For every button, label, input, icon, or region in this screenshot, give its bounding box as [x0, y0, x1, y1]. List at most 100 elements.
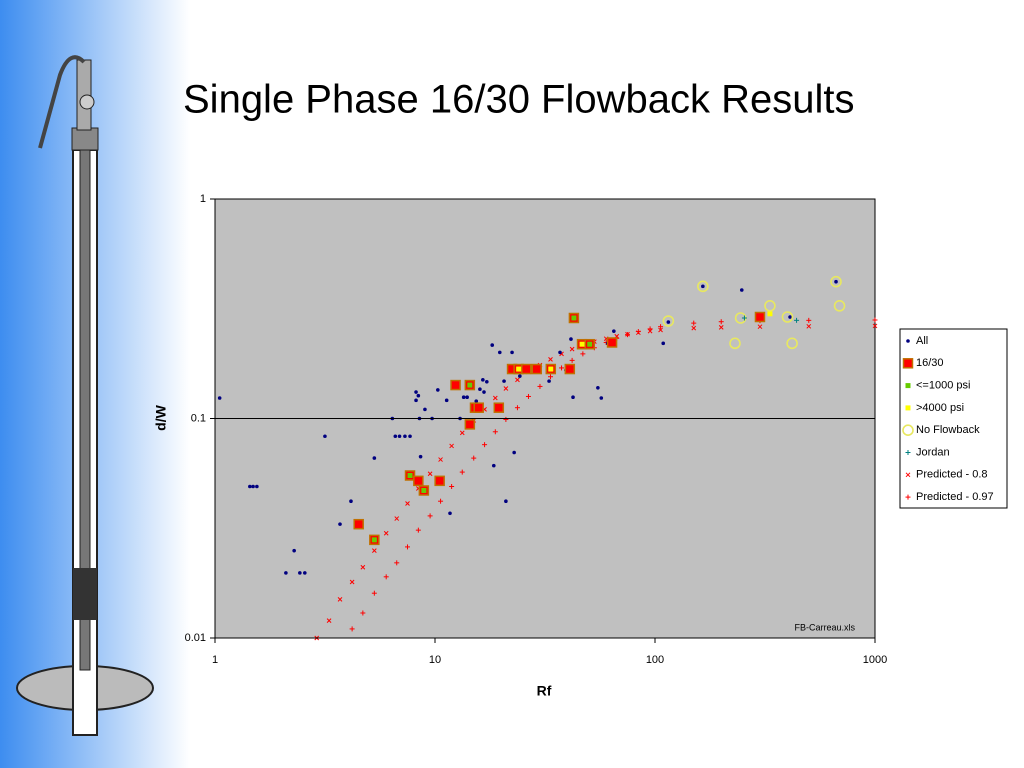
point: [741, 315, 747, 321]
point: [444, 398, 449, 403]
point: [512, 450, 516, 455]
point: [516, 366, 522, 372]
legend-label: >4000 psi: [916, 402, 964, 414]
point-part: [485, 379, 489, 384]
point: [830, 275, 842, 288]
legend-box: [899, 328, 1008, 509]
point-part: [599, 396, 604, 400]
wellbore-graphic: [16, 55, 154, 736]
point: [757, 324, 763, 330]
point-part: [502, 379, 506, 383]
point: [407, 472, 413, 478]
point: [383, 530, 389, 536]
point: [464, 419, 476, 430]
point: [414, 398, 418, 403]
point-part: [503, 386, 509, 391]
point: [284, 571, 288, 575]
point: [718, 325, 724, 330]
legend-swatch-part: [905, 472, 911, 478]
point: [418, 454, 423, 459]
legend-label: 16/30: [916, 357, 944, 369]
point: [408, 434, 412, 439]
point-part: [465, 395, 469, 400]
point: [217, 396, 222, 400]
point: [459, 469, 465, 475]
point: [326, 618, 332, 623]
legend-label: <=1000 psi: [916, 380, 970, 392]
point: [580, 351, 586, 357]
point-part: [531, 363, 542, 375]
point-part: [492, 395, 498, 401]
point: [806, 323, 812, 329]
legend-label: No Flowback: [916, 424, 980, 436]
x-axis-label: Rf: [537, 683, 552, 699]
point: [739, 288, 744, 292]
point: [349, 626, 355, 632]
point-part: [248, 484, 252, 489]
point: [436, 388, 440, 392]
point-part: [255, 484, 259, 489]
point: [427, 513, 433, 519]
point: [569, 337, 573, 341]
point-part: [416, 393, 421, 398]
point: [303, 571, 307, 575]
point-part: [564, 363, 576, 375]
point-part: [394, 516, 400, 521]
point-part: [504, 499, 508, 503]
point: [502, 379, 506, 383]
point: [338, 522, 342, 526]
point: [521, 363, 532, 375]
point-part: [407, 472, 413, 478]
point: [872, 323, 878, 329]
point: [403, 434, 407, 439]
point: [525, 393, 531, 399]
point: [416, 393, 421, 398]
point: [465, 395, 469, 400]
point: [371, 537, 377, 543]
point-part: [571, 315, 577, 321]
point: [371, 548, 377, 554]
point-part: [481, 378, 485, 382]
point: [548, 366, 554, 372]
point-part: [349, 579, 355, 585]
point-part: [298, 571, 302, 575]
point-part: [405, 501, 410, 506]
point: [504, 499, 508, 503]
legend-swatch: [906, 339, 910, 343]
point-part: [323, 434, 327, 439]
point: [482, 390, 486, 394]
point: [503, 386, 509, 391]
point: [625, 332, 631, 338]
point-part: [658, 327, 663, 333]
point: [349, 499, 353, 503]
point: [393, 434, 398, 439]
legend-label: Predicted - 0.97: [916, 491, 994, 503]
point: [414, 390, 418, 394]
point: [606, 337, 618, 348]
point-part: [512, 450, 516, 455]
legend-swatch-part: [906, 339, 910, 343]
point-part: [558, 350, 562, 355]
point-part: [438, 457, 443, 462]
point-part: [547, 379, 551, 383]
point: [383, 574, 389, 580]
point: [559, 365, 565, 371]
point-part: [418, 454, 423, 459]
point: [349, 579, 355, 585]
point: [587, 341, 593, 347]
legend-swatch: [902, 424, 914, 437]
legend-swatch-part: [902, 358, 914, 369]
point: [599, 396, 604, 400]
point: [492, 429, 498, 435]
point-part: [414, 390, 418, 394]
point: [788, 315, 792, 319]
y-axis-label: d/W: [153, 404, 169, 430]
point-part: [450, 379, 461, 391]
point: [448, 511, 452, 516]
point-part: [830, 275, 842, 288]
point: [497, 350, 502, 355]
point: [372, 456, 377, 460]
point-part: [571, 395, 575, 400]
point-part: [393, 434, 398, 439]
point: [360, 564, 366, 570]
